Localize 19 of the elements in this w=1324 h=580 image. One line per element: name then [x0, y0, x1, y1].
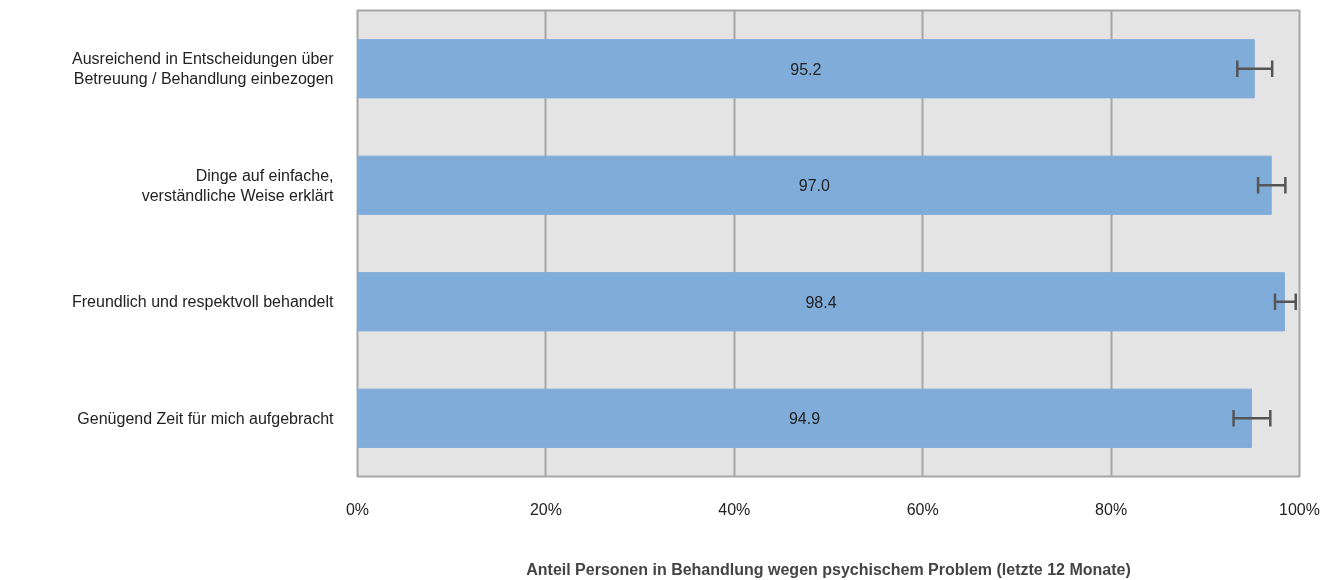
bar: [357, 155, 1272, 215]
x-axis-title: Anteil Personen in Behandlung wegen psychischem Problem (letzte 12 Monate): [526, 560, 1131, 578]
y-tick-label: Freundlich und respektvoll behandelt: [72, 293, 335, 311]
x-tick-label: 20%: [529, 500, 562, 518]
x-tick-label: 60%: [906, 500, 939, 518]
x-tick-label: 80%: [1095, 500, 1128, 518]
y-tick-label: Ausreichend in Entscheidungen über Betreuung / Behandlung einbezogen: [71, 50, 335, 88]
x-tick-label: 40%: [718, 500, 751, 518]
x-tick-label: 0%: [345, 500, 370, 518]
bar: [357, 39, 1255, 99]
data-label: 97.0: [798, 177, 831, 195]
bar: [357, 388, 1252, 448]
data-label: 94.9: [788, 410, 821, 428]
x-tick-label: 100%: [1279, 500, 1320, 518]
y-tick-label: Genügend Zeit für mich aufgebracht: [77, 409, 335, 427]
data-label: 95.2: [790, 60, 822, 78]
bar: [357, 272, 1285, 332]
data-label: 98.4: [805, 293, 837, 311]
y-tick-label: Dinge auf einfache, verständliche Weise erklärt: [141, 166, 335, 204]
